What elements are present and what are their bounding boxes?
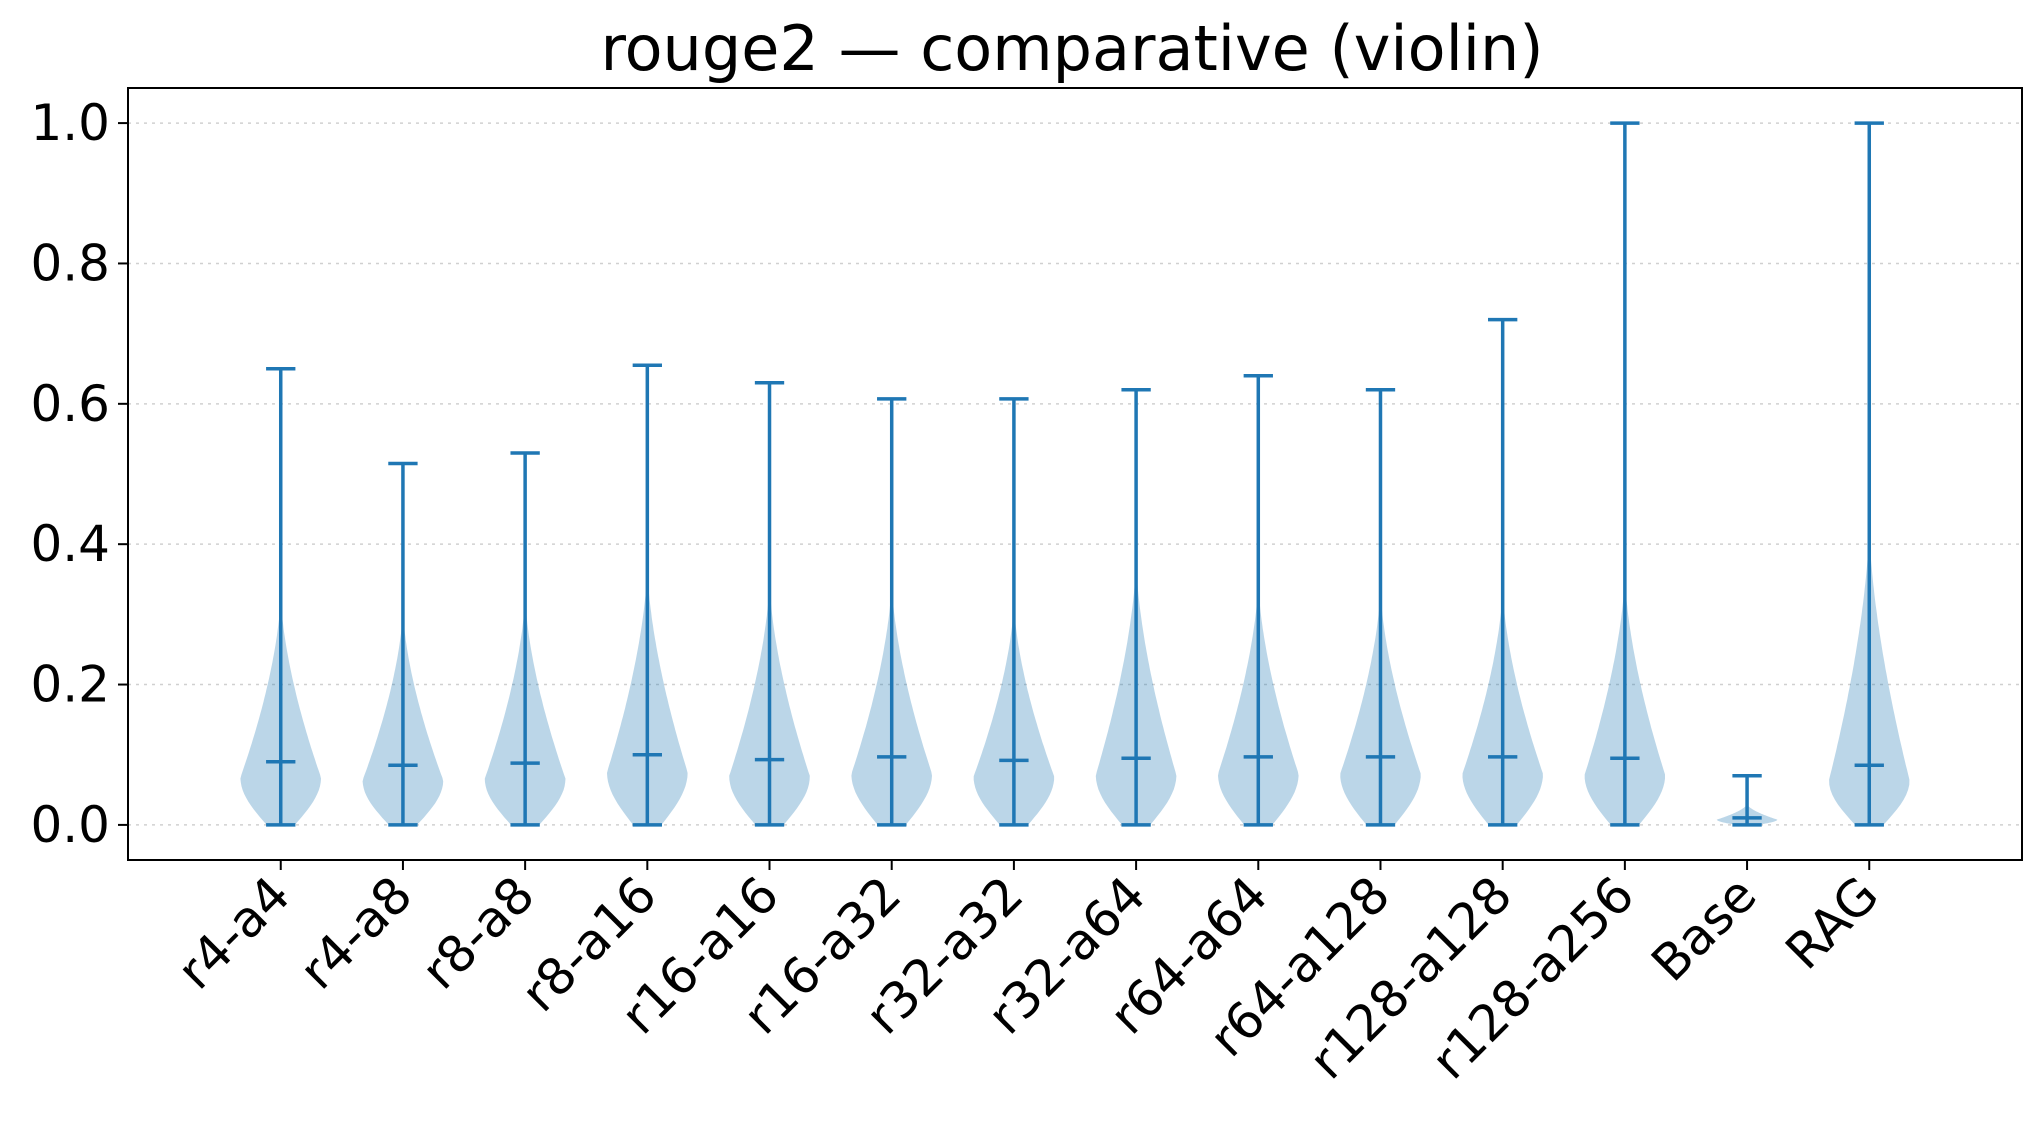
violins [240, 121, 1910, 827]
violin-r64-a64 [1218, 373, 1299, 827]
violin-r8-a8 [484, 451, 566, 827]
y-axis: 0.0 0.2 0.4 0.6 0.8 1.0 [30, 94, 128, 854]
violin-r64-a128 [1340, 388, 1421, 827]
grid-lines [128, 122, 2022, 826]
violin-r16-a16 [729, 381, 810, 827]
x-tick-label: RAG [1775, 865, 1890, 980]
y-tick-label: 0.2 [30, 656, 110, 714]
chart-title: rouge2 — comparative (violin) [600, 12, 1543, 85]
x-tick-label: Base [1640, 865, 1767, 992]
violin-r4-a4 [240, 366, 321, 827]
violin-Base [1716, 774, 1778, 827]
y-tick-label: 0.8 [30, 234, 110, 292]
y-tick-label: 0.0 [30, 796, 110, 854]
plot-frame [127, 87, 2023, 861]
x-tick-label: r4-a4 [166, 865, 301, 1000]
violin-r128-a256 [1584, 121, 1665, 827]
violin-r4-a8 [362, 461, 444, 827]
x-axis: r4-a4r4-a8r8-a8r8-a16r16-a16r16-a32r32-a… [166, 860, 1890, 1090]
violin-r16-a32 [851, 397, 932, 827]
violin-r32-a32 [973, 397, 1055, 827]
x-tick-label: r4-a8 [288, 865, 423, 1000]
violin-RAG [1829, 121, 1910, 827]
violin-r128-a128 [1462, 317, 1543, 827]
y-tick-label: 1.0 [30, 94, 110, 152]
violin-r32-a64 [1095, 388, 1177, 827]
y-tick-label: 0.6 [30, 375, 110, 433]
violin-r8-a16 [607, 363, 688, 827]
y-tick-label: 0.4 [30, 515, 110, 573]
